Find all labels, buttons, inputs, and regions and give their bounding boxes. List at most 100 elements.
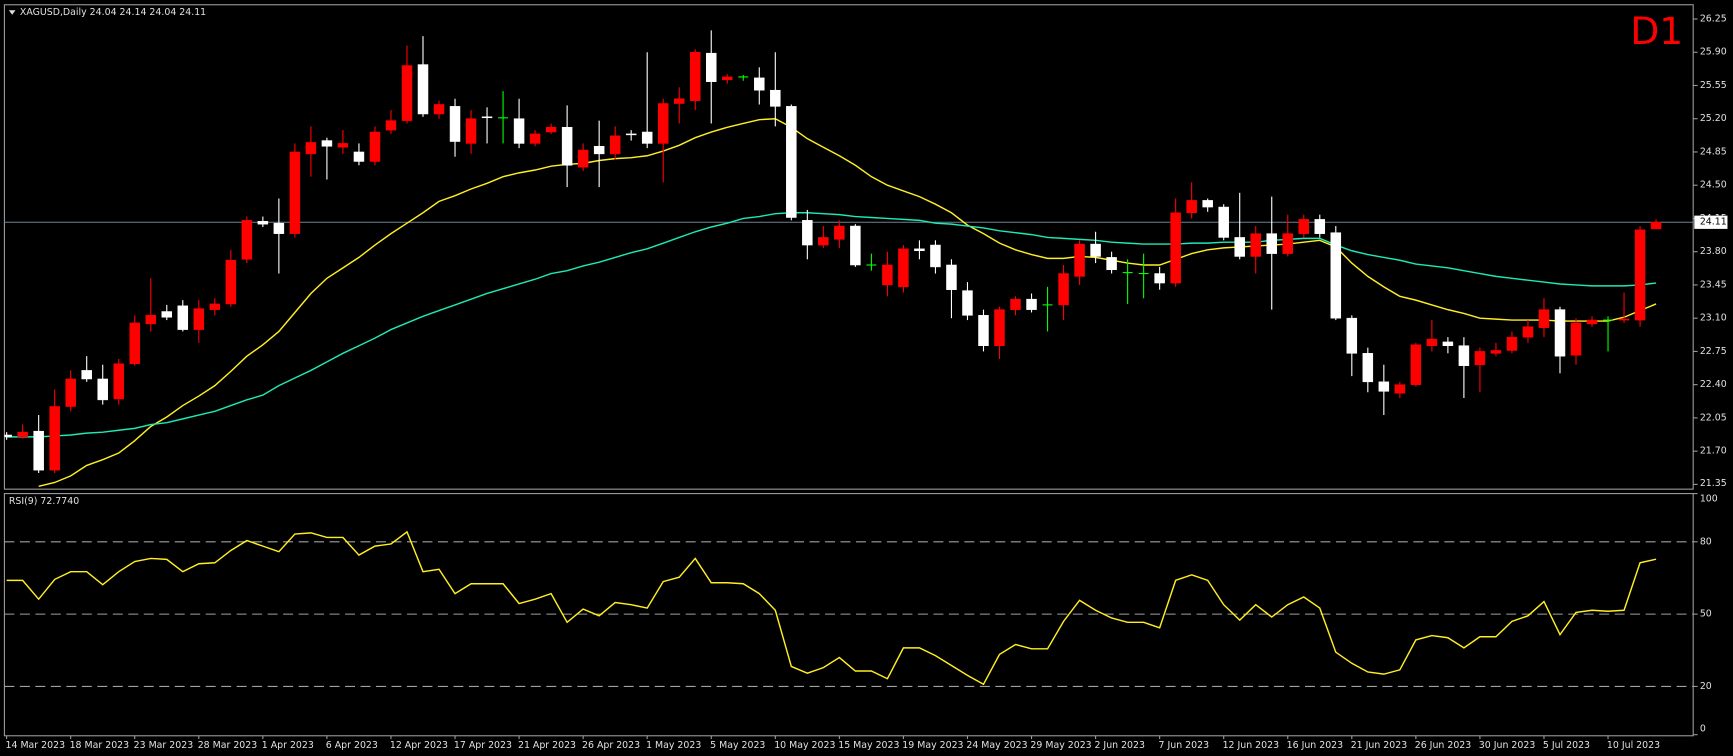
candle-body (1570, 322, 1582, 356)
x-tick-label: 10 May 2023 (774, 740, 835, 751)
candle-body (1378, 381, 1390, 392)
y-tick-label: 23.10 (1700, 313, 1727, 324)
candle-body (433, 104, 445, 115)
candle-body (545, 126, 557, 133)
y-tick-label: 21.35 (1700, 478, 1727, 489)
candle-body (882, 264, 893, 286)
candle-body (914, 248, 925, 252)
candle-body (657, 103, 669, 144)
x-tick-label: 19 May 2023 (902, 740, 963, 751)
candle-body (177, 305, 189, 330)
candle-body (1170, 212, 1181, 284)
y-tick-label: 25.20 (1700, 113, 1727, 124)
candle-body (1410, 344, 1422, 385)
candle-body (1586, 319, 1598, 325)
rsi-line (6, 530, 1657, 686)
candle-body (1346, 317, 1358, 354)
candle-body (673, 98, 685, 104)
candle-body (49, 406, 60, 471)
y-tick-label: 24.85 (1700, 146, 1727, 157)
candle-body (978, 315, 989, 347)
candle-body (1618, 318, 1630, 321)
candle-body (1538, 309, 1550, 328)
candle-body (193, 308, 205, 330)
candle-body (946, 264, 957, 290)
x-tick-label: 23 Mar 2023 (134, 740, 194, 751)
x-tick-label: 28 Mar 2023 (198, 740, 258, 751)
x-tick-label: 14 Mar 2023 (6, 740, 66, 751)
candle-body (1074, 243, 1085, 277)
candle-body (1154, 273, 1165, 284)
candle-body (898, 248, 909, 288)
chart-title: XAGUSD,Daily 24.04 24.14 24.04 24.11 (20, 7, 206, 18)
y-tick-label: 22.75 (1700, 346, 1727, 357)
candle-body (722, 76, 733, 81)
candle-body (1458, 345, 1470, 366)
candle-body (1634, 229, 1646, 321)
candle-body (449, 106, 461, 142)
candle-body (1394, 384, 1406, 394)
candle-body (353, 151, 365, 162)
candle-body (81, 370, 92, 380)
x-tick-label: 29 May 2023 (1030, 740, 1091, 751)
timeframe-label: D1 (1630, 9, 1683, 53)
menu-arrow (8, 10, 16, 15)
candle-body (834, 225, 845, 240)
candle-body (770, 89, 781, 107)
candle-body (1474, 351, 1486, 365)
y-tick-label: 100 (1700, 494, 1718, 505)
x-tick-label: 6 Apr 2023 (326, 740, 378, 751)
candle-body (1266, 233, 1277, 254)
candle-body (1106, 257, 1117, 271)
candle-body (305, 142, 317, 155)
candle-body (689, 51, 701, 101)
candle-body (1362, 353, 1374, 383)
candle-body (337, 143, 349, 148)
x-tick-label: 26 Apr 2023 (582, 740, 640, 751)
candle-body (1058, 273, 1069, 306)
candle-body (225, 259, 237, 305)
y-tick-label: 0 (1700, 724, 1706, 735)
candle-body (1554, 309, 1566, 357)
candle-body (1298, 219, 1310, 234)
candle-body (1490, 350, 1502, 354)
candle-body (417, 64, 429, 115)
candle-body (1522, 326, 1534, 338)
x-tick-label: 5 Jul 2023 (1543, 740, 1590, 751)
y-tick-label: 24.50 (1700, 180, 1727, 191)
x-tick-label: 1 Apr 2023 (262, 740, 314, 751)
candle-body (465, 118, 477, 144)
x-tick-label: 5 May 2023 (710, 740, 765, 751)
candle-body (1202, 200, 1213, 208)
candle-body (161, 311, 173, 318)
candle-body (930, 244, 941, 268)
candle-body (385, 120, 397, 131)
candle-body (241, 220, 253, 260)
candle-body (209, 303, 221, 310)
x-tick-label: 12 Jun 2023 (1223, 740, 1280, 751)
candle-body (1442, 341, 1454, 347)
y-tick-label: 21.70 (1700, 446, 1727, 457)
candle-body (481, 116, 493, 119)
candle-body (129, 322, 141, 365)
candle-body (1218, 206, 1229, 238)
y-tick-label: 26.25 (1700, 13, 1727, 24)
y-tick-label: 22.05 (1700, 412, 1727, 423)
x-tick-label: 21 Jun 2023 (1351, 740, 1408, 751)
moving-average-line (6, 212, 1657, 438)
y-tick-label: 23.45 (1700, 279, 1727, 290)
candle-body (529, 133, 541, 144)
candle-body (1506, 336, 1518, 351)
candle-body (401, 65, 413, 121)
candle-body (818, 237, 829, 246)
x-tick-label: 21 Apr 2023 (518, 740, 576, 751)
candle-body (17, 431, 28, 438)
candle-body (705, 52, 717, 82)
x-tick-label: 2 Jun 2023 (1094, 740, 1145, 751)
price-panel (3, 4, 1694, 490)
candle-body (609, 135, 621, 155)
x-tick-label: 15 May 2023 (838, 740, 899, 751)
